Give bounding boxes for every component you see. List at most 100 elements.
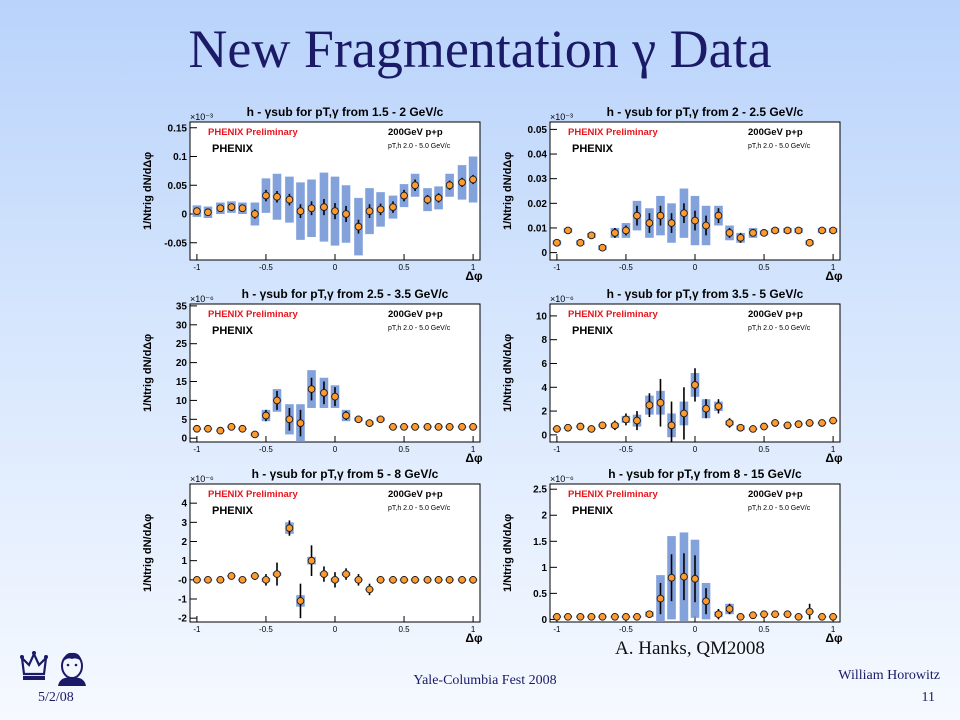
data-point <box>204 424 212 433</box>
data-point <box>725 419 734 427</box>
panel-pt-2-2p5: h - γsub for pT,γ from 2 - 2.5 GeV/c ×10⁻… <box>500 104 850 282</box>
data-point <box>714 402 723 411</box>
data-point <box>598 421 607 430</box>
portrait-icon <box>58 652 86 686</box>
data-point <box>423 195 432 204</box>
phenix-logo-text: PHENIX <box>572 505 614 517</box>
data-point <box>469 575 477 584</box>
data-point <box>251 430 259 439</box>
panel-title: h - γsub for pT,γ from 2 - 2.5 GeV/c <box>607 105 804 119</box>
y-tick-label: -0 <box>178 575 187 586</box>
data-point <box>794 226 803 235</box>
data-point <box>273 396 281 405</box>
x-tick-label: 0 <box>333 625 338 634</box>
data-point <box>320 388 328 397</box>
data-point <box>445 575 454 584</box>
y-axis-label: 1/Ntrig dN/dΔφ <box>142 334 154 412</box>
x-tick-label: 1 <box>471 263 476 272</box>
data-point <box>251 572 259 580</box>
panel-pt-3p5-5: h - γsub for pT,γ from 3.5 - 5 GeV/c ×10⁻… <box>500 286 850 464</box>
data-point <box>469 175 477 184</box>
data-point <box>805 238 814 247</box>
data-point <box>227 572 236 580</box>
x-axis-label: Δφ <box>825 451 843 464</box>
data-point <box>553 425 561 433</box>
x-tick-label: 0 <box>693 263 698 272</box>
data-point <box>458 423 466 431</box>
data-point <box>633 612 641 621</box>
y-tick-label: 35 <box>176 301 188 312</box>
y-tick-label: 0 <box>541 615 547 626</box>
data-point <box>633 211 641 220</box>
chart-svg: h - γsub for pT,γ from 8 - 15 GeV/c ×10⁻⁶… <box>502 467 843 644</box>
data-point <box>331 575 339 584</box>
data-point <box>227 203 236 211</box>
y-tick-label: 0 <box>181 434 187 445</box>
panel-title: h - γsub for pT,γ from 8 - 15 GeV/c <box>608 467 802 481</box>
crown-icon <box>20 651 48 680</box>
data-point <box>411 575 419 584</box>
data-point <box>273 570 281 578</box>
data-point <box>296 207 305 215</box>
data-point <box>389 575 397 584</box>
panel-title: h - γsub for pT,γ from 2.5 - 3.5 GeV/c <box>242 287 449 301</box>
data-point <box>576 612 585 621</box>
data-point <box>423 575 432 584</box>
y-scale-label: ×10⁻⁶ <box>190 474 214 484</box>
data-point <box>365 419 374 427</box>
y-tick-label: 0 <box>541 430 547 441</box>
data-point <box>829 226 837 235</box>
data-point <box>702 221 710 230</box>
data-point <box>633 416 641 425</box>
y-tick-label: 8 <box>541 335 547 346</box>
data-point <box>805 607 814 616</box>
x-tick-label: 0 <box>333 263 338 272</box>
panel-pt-5-8: h - γsub for pT,γ from 5 - 8 GeV/c ×10⁻⁶ 1… <box>140 466 490 644</box>
pt-range-label: pT,h 2.0 - 5.0 GeV/c <box>388 325 451 332</box>
panel-title: h - γsub for pT,γ from 3.5 - 5 GeV/c <box>607 287 804 301</box>
data-point <box>702 404 710 413</box>
data-point <box>389 203 397 211</box>
data-point <box>714 211 723 220</box>
data-point <box>411 423 419 431</box>
x-axis-label: Δφ <box>465 631 483 644</box>
y-tick-label: 6 <box>541 359 547 370</box>
data-point <box>331 392 339 401</box>
energy-label: 200GeV p+p <box>388 309 443 320</box>
data-point <box>365 585 374 594</box>
data-point <box>238 424 247 433</box>
chart-svg: h - γsub for pT,γ from 2 - 2.5 GeV/c ×10⁻… <box>502 105 843 282</box>
data-point <box>794 612 803 621</box>
y-tick-label: 0.05 <box>168 181 188 192</box>
data-point <box>564 226 572 235</box>
y-tick-label: 25 <box>176 339 188 350</box>
data-point <box>400 423 408 431</box>
panel-title: h - γsub for pT,γ from 5 - 8 GeV/c <box>252 467 439 481</box>
data-point <box>771 610 779 619</box>
data-point <box>320 203 328 211</box>
data-point <box>193 575 201 584</box>
chart-svg: h - γsub for pT,γ from 3.5 - 5 GeV/c ×10⁻… <box>502 287 843 464</box>
data-point <box>262 191 270 200</box>
data-point <box>434 575 443 584</box>
y-tick-label: 10 <box>536 311 548 322</box>
pt-range-label: pT,h 2.0 - 5.0 GeV/c <box>748 325 811 332</box>
data-point <box>794 420 803 429</box>
data-point <box>783 226 792 235</box>
y-tick-label: -2 <box>178 614 187 625</box>
pt-range-label: pT,h 2.0 - 5.0 GeV/c <box>748 505 811 512</box>
preliminary-label: PHENIX Preliminary <box>568 127 658 138</box>
data-point <box>553 238 561 247</box>
x-tick-label: -1 <box>553 263 561 272</box>
data-point <box>365 207 374 215</box>
data-point <box>725 605 734 613</box>
y-tick-label: 2 <box>541 511 547 522</box>
data-point <box>667 219 676 227</box>
data-point <box>354 222 363 231</box>
y-tick-label: 0.1 <box>173 152 187 163</box>
y-tick-label: 0.05 <box>528 125 548 136</box>
y-tick-label: 20 <box>176 358 188 369</box>
y-tick-label: 10 <box>176 396 188 407</box>
chart-svg: h - γsub for pT,γ from 2.5 - 3.5 GeV/c ×1… <box>142 287 483 464</box>
preliminary-label: PHENIX Preliminary <box>568 489 658 500</box>
